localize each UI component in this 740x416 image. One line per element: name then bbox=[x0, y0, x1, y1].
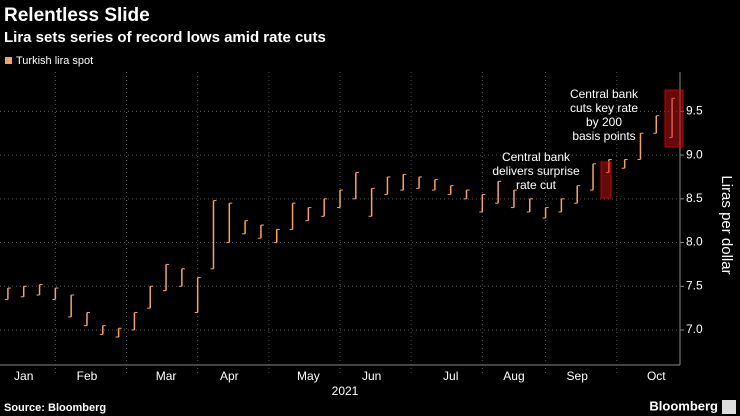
annotation-line: rate cut bbox=[516, 178, 557, 192]
x-axis-label: 2021 bbox=[332, 384, 359, 398]
x-tick-label: Jun bbox=[362, 369, 381, 383]
x-tick-label: Jan bbox=[14, 369, 33, 383]
annotation-line: delivers surprise bbox=[492, 164, 580, 178]
x-tick-label: Aug bbox=[503, 369, 524, 383]
x-tick-label: Jul bbox=[443, 369, 458, 383]
source: Source: Bloomberg bbox=[4, 402, 106, 414]
annotation: Central bank delivers surprise rate cut bbox=[492, 150, 580, 192]
x-tick-label: May bbox=[297, 369, 320, 383]
x-tick-label: Feb bbox=[77, 369, 98, 383]
x-tick-label: Sep bbox=[567, 369, 589, 383]
annotation-box bbox=[600, 161, 612, 199]
annotation-line: basis points bbox=[572, 129, 635, 143]
y-axis-label: Liras per dollar bbox=[718, 175, 735, 274]
legend-label: Turkish lira spot bbox=[16, 55, 93, 67]
y-tick-label: 8.5 bbox=[686, 191, 703, 205]
annotation-line: by 200 bbox=[586, 115, 622, 129]
annotation-line: Central bank bbox=[570, 87, 639, 101]
x-tick-label: Oct bbox=[647, 369, 666, 383]
annotation-line: cuts key rate bbox=[570, 101, 638, 115]
y-tick-label: 8.0 bbox=[686, 235, 703, 249]
x-tick-label: Mar bbox=[156, 369, 177, 383]
x-tick-label: Apr bbox=[220, 369, 239, 383]
y-tick-label: 9.5 bbox=[686, 104, 703, 118]
brand-icon bbox=[722, 400, 736, 414]
legend-swatch bbox=[5, 57, 12, 64]
y-tick-label: 7.5 bbox=[686, 278, 703, 292]
chart-title: Relentless Slide bbox=[4, 5, 150, 26]
annotation-box bbox=[664, 89, 684, 148]
chart-subtitle: Lira sets series of record lows amid rat… bbox=[4, 29, 326, 46]
annotation: Central bank cuts key rate by 200 basis poi… bbox=[570, 87, 639, 143]
y-tick-label: 7.0 bbox=[686, 322, 703, 336]
annotation-line: Central bank bbox=[502, 150, 571, 164]
y-tick-label: 9.0 bbox=[686, 147, 703, 161]
brand: Bloomberg bbox=[649, 398, 718, 413]
